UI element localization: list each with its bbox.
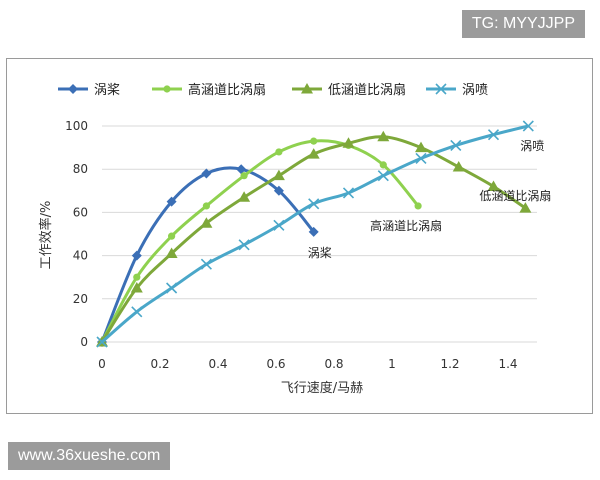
data-point-triangle	[238, 191, 251, 202]
data-point-x	[487, 129, 500, 141]
data-point-x	[435, 83, 447, 95]
watermark-bottom: www.36xueshe.com	[8, 442, 171, 470]
legend-label: 高涵道比涡扇	[188, 82, 266, 98]
y-tick-label: 100	[65, 119, 88, 133]
data-point-circle	[414, 202, 422, 210]
legend-item-0: 涡桨	[58, 82, 120, 98]
data-point-diamond	[166, 196, 177, 207]
series-layer: 涡桨 高涵道比涡扇 低涵道比涡扇 涡喷	[96, 120, 551, 348]
x-tick-label: 0.8	[324, 357, 343, 371]
y-tick-label: 40	[73, 249, 88, 263]
data-point-triangle	[377, 130, 390, 142]
x-tick-label: 1	[388, 357, 396, 371]
data-point-circle	[275, 148, 283, 156]
data-point-diamond	[201, 168, 212, 179]
data-point-triangle	[272, 169, 285, 181]
data-point-diamond	[308, 226, 319, 237]
legend-label: 涡桨	[94, 82, 120, 98]
legend-item-3: 涡喷	[426, 83, 488, 98]
data-point-diamond	[236, 164, 247, 175]
x-tick-label: 1.4	[498, 357, 517, 371]
data-point-circle	[379, 161, 387, 169]
y-tick-label: 20	[73, 292, 88, 306]
data-point-x	[96, 336, 108, 348]
data-point-circle	[240, 172, 248, 180]
data-point-triangle	[452, 161, 465, 172]
data-point-triangle	[342, 137, 355, 148]
data-point-x	[377, 170, 389, 182]
series-end-label: 涡喷	[520, 139, 544, 153]
data-point-triangle	[200, 217, 213, 228]
axis-layer: 0 20 40 60 80 100 0 0.2 0.4 0.6 0.8 1 1.2 1.4	[65, 119, 517, 371]
data-point-x	[131, 306, 143, 318]
y-tick-label: 0	[80, 335, 88, 349]
chart-frame	[6, 58, 593, 414]
data-point-x	[308, 198, 320, 210]
data-point-triangle	[487, 180, 500, 191]
y-axis-label: 工作效率/%	[38, 201, 54, 270]
x-axis-label: 飞行速度/马赫	[281, 380, 363, 396]
data-point-triangle	[519, 202, 532, 213]
x-tick-label: 1.2	[440, 357, 459, 371]
data-point-circle	[168, 232, 176, 240]
x-tick-label: 0.6	[266, 357, 285, 371]
data-point-diamond	[273, 185, 284, 196]
data-point-diamond	[131, 250, 142, 261]
series-line	[100, 139, 420, 343]
data-point-x	[450, 139, 462, 152]
data-point-circle	[163, 85, 171, 93]
legend-label: 低涵道比涡扇	[328, 82, 406, 98]
data-point-x	[166, 282, 178, 294]
data-point-triangle	[130, 282, 143, 293]
x-tick-label: 0.2	[150, 357, 169, 371]
series-1: 高涵道比涡扇	[98, 137, 442, 346]
x-tick-label: 0	[98, 357, 106, 371]
series-end-label: 低涵道比涡扇	[479, 188, 551, 203]
data-point-triangle	[307, 148, 320, 159]
data-point-circle	[310, 137, 318, 145]
y-tick-label: 60	[73, 205, 88, 219]
series-end-label: 高涵道比涡扇	[370, 218, 442, 233]
data-point-x	[273, 219, 285, 231]
x-tick-label: 0.4	[208, 357, 227, 371]
data-point-x	[522, 120, 534, 132]
data-point-diamond	[68, 84, 78, 94]
data-point-x	[238, 239, 250, 251]
legend-layer: 涡桨 高涵道比涡扇 低涵道比涡扇 涡喷	[58, 82, 488, 98]
data-point-triangle	[301, 83, 313, 94]
data-point-x	[415, 152, 427, 164]
y-tick-label: 80	[73, 162, 88, 176]
legend-label: 涡喷	[462, 83, 488, 98]
series-2: 低涵道比涡扇	[96, 130, 551, 347]
series-end-label: 涡桨	[308, 246, 332, 260]
data-point-x	[200, 258, 212, 270]
data-point-triangle	[415, 141, 427, 153]
legend-item-2: 低涵道比涡扇	[292, 82, 406, 98]
data-point-x	[342, 187, 355, 199]
watermark-top: TG: MYYJJPP	[461, 10, 585, 38]
data-point-triangle	[165, 247, 178, 258]
legend-item-1: 高涵道比涡扇	[152, 82, 266, 98]
data-point-circle	[202, 202, 210, 210]
series-3: 涡喷	[96, 120, 544, 348]
data-point-circle	[133, 273, 141, 281]
